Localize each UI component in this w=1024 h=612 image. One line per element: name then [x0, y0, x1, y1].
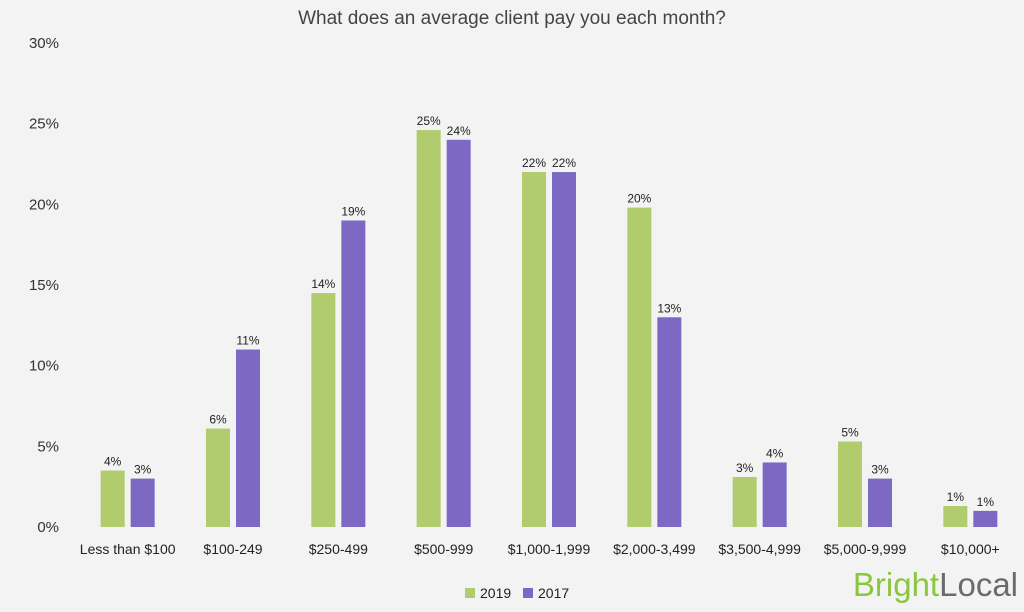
bar-value-label: 6% — [209, 413, 227, 427]
bar-value-label: 4% — [766, 446, 784, 460]
legend-label-2017: 2017 — [538, 585, 569, 601]
bar-value-label: 22% — [522, 156, 546, 170]
x-category-label: $500-999 — [414, 541, 473, 557]
bar-value-label: 22% — [552, 156, 576, 170]
bar-2019 — [732, 476, 757, 527]
brand-part-bright: Bright — [853, 566, 939, 603]
brand-part-local: Local — [939, 566, 1018, 603]
x-category-label: $3,500-4,999 — [718, 541, 801, 557]
bar-value-label: 14% — [311, 277, 335, 291]
value-labels: 4% 3% 6% 11% 14% 19% 25% 24% 22% 22% 20% 13% 3% 4% 5% 3… — [104, 114, 994, 509]
bar-2017 — [762, 462, 787, 527]
bar-2019 — [627, 207, 652, 527]
legend: 2019 2017 — [465, 585, 569, 601]
legend-swatch-2019 — [465, 588, 475, 598]
y-axis: 0% 5% 10% 15% 20% 25% 30% — [29, 35, 59, 536]
x-axis: Less than $100 $100-249 $250-499 $500-999 $1… — [80, 541, 1000, 557]
bars — [100, 130, 998, 528]
y-tick-label: 20% — [29, 196, 59, 213]
bar-2019 — [311, 293, 336, 527]
bar-2019 — [838, 441, 862, 527]
bar-2017 — [552, 172, 576, 528]
y-tick-label: 30% — [29, 35, 59, 52]
x-category-label: $5,000-9,999 — [824, 541, 907, 557]
bar-value-label: 11% — [236, 334, 259, 348]
bar-value-label: 20% — [627, 192, 651, 206]
bar-value-label: 19% — [341, 204, 365, 218]
chart-title: What does an average client pay you each… — [298, 8, 726, 29]
x-category-label: $2,000-3,499 — [613, 541, 696, 557]
x-category-label: $100-249 — [203, 541, 262, 557]
y-tick-label: 25% — [29, 116, 59, 133]
bar-value-label: 4% — [104, 455, 122, 469]
svg-text:BrightLocal: BrightLocal — [853, 566, 1018, 603]
bar-2017 — [236, 349, 260, 527]
x-category-label: $250-499 — [309, 541, 368, 557]
y-tick-label: 10% — [29, 358, 59, 375]
bar-value-label: 3% — [871, 463, 889, 477]
y-tick-label: 0% — [37, 519, 59, 536]
x-category-label: Less than $100 — [80, 541, 176, 557]
bar-value-label: 1% — [977, 495, 995, 509]
bar-2017 — [130, 478, 155, 527]
brightlocal-logo: BrightLocal — [853, 566, 1018, 603]
bar-2017 — [446, 139, 471, 528]
bar-2019 — [100, 470, 125, 527]
y-tick-label: 15% — [29, 277, 59, 294]
bar-value-label: 5% — [841, 425, 859, 439]
legend-label-2019: 2019 — [480, 585, 511, 601]
x-category-label: $10,000+ — [941, 541, 1000, 557]
bar-2017 — [973, 510, 998, 527]
bar-2019 — [943, 506, 968, 527]
y-tick-label: 5% — [37, 438, 59, 455]
bar-2019 — [522, 172, 546, 528]
bar-value-label: 13% — [657, 301, 681, 315]
x-category-label: $1,000-1,999 — [508, 541, 591, 557]
bar-2017 — [341, 220, 366, 527]
bar-value-label: 3% — [134, 463, 152, 477]
bar-2019 — [416, 130, 441, 527]
legend-swatch-2017 — [523, 588, 533, 598]
bar-2017 — [657, 317, 682, 527]
bar-value-label: 1% — [947, 490, 965, 504]
bar-value-label: 25% — [417, 114, 441, 128]
bar-2019 — [206, 428, 230, 527]
bar-2017 — [868, 478, 892, 527]
bar-value-label: 24% — [447, 124, 471, 138]
bar-value-label: 3% — [736, 461, 754, 475]
